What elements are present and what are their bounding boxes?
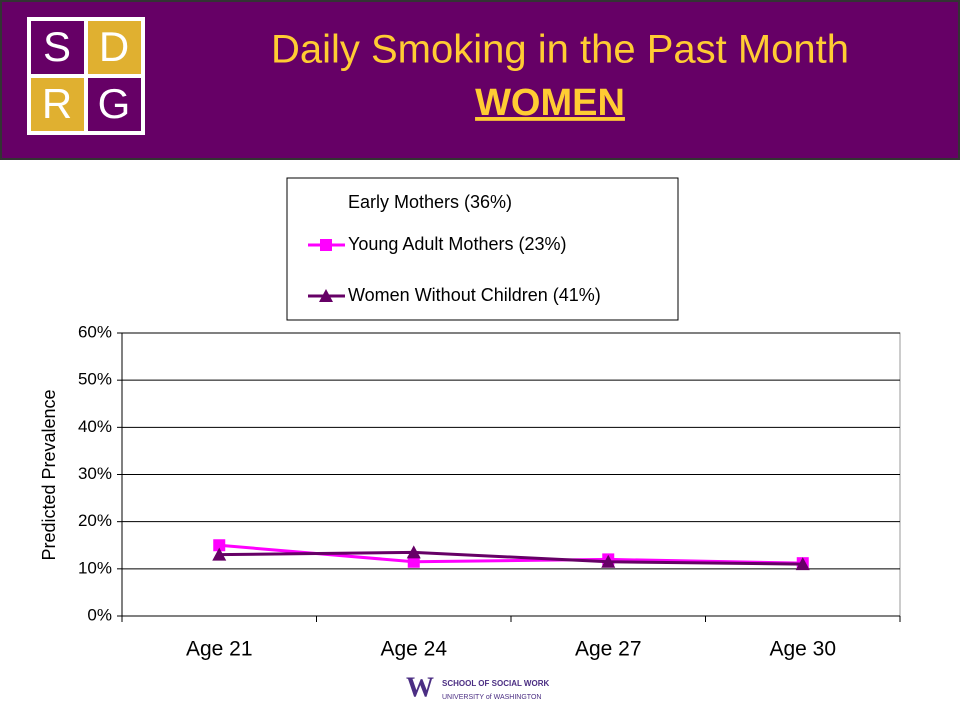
y-tick-label: 30% (78, 464, 112, 483)
logo-letter: R (42, 80, 72, 127)
series-line (219, 550, 803, 566)
marker (407, 555, 420, 568)
footer-logo: W SCHOOL OF SOCIAL WORK UNIVERSITY of WA… (406, 672, 549, 703)
legend-label: Women Without Children (41%) (348, 285, 601, 305)
y-tick-label: 10% (78, 558, 112, 577)
legend-label: Young Adult Mothers (23%) (348, 234, 566, 254)
y-axis-label: Predicted Prevalence (39, 389, 59, 560)
chart-title: Daily Smoking in the Past Month (271, 28, 849, 72)
logo-cell (31, 21, 84, 74)
logo-cell (88, 78, 141, 131)
marker (795, 557, 810, 571)
chart-subtitle: WOMEN (475, 82, 625, 124)
marker (601, 554, 616, 568)
marker (320, 239, 332, 251)
footer-line: UNIVERSITY of WASHINGTON (442, 694, 541, 701)
y-tick-label: 50% (78, 370, 112, 389)
marker (212, 547, 227, 561)
x-tick-label: Age 30 (769, 638, 836, 661)
y-tick-label: 60% (78, 322, 112, 341)
marker (319, 289, 333, 302)
uw-mark: W (406, 672, 434, 703)
logo-letter: D (99, 23, 129, 70)
logo: S D R G (27, 17, 145, 135)
legend-box (286, 177, 679, 321)
marker (213, 539, 226, 552)
logo-letter: G (98, 80, 131, 127)
logo-cell (88, 21, 141, 74)
y-tick-label: 0% (87, 605, 112, 624)
logo-letter: S (43, 23, 71, 70)
footer-line: SCHOOL OF SOCIAL WORK (442, 679, 549, 688)
legend-label: Early Mothers (36%) (348, 192, 512, 212)
x-tick-label: Age 27 (575, 638, 642, 661)
y-tick-label: 20% (78, 511, 112, 530)
logo-cell (31, 78, 84, 131)
x-tick-label: Age 21 (186, 638, 253, 661)
marker (406, 545, 421, 559)
header-band (0, 0, 960, 160)
y-tick-label: 40% (78, 417, 112, 436)
x-tick-label: Age 24 (380, 638, 447, 661)
